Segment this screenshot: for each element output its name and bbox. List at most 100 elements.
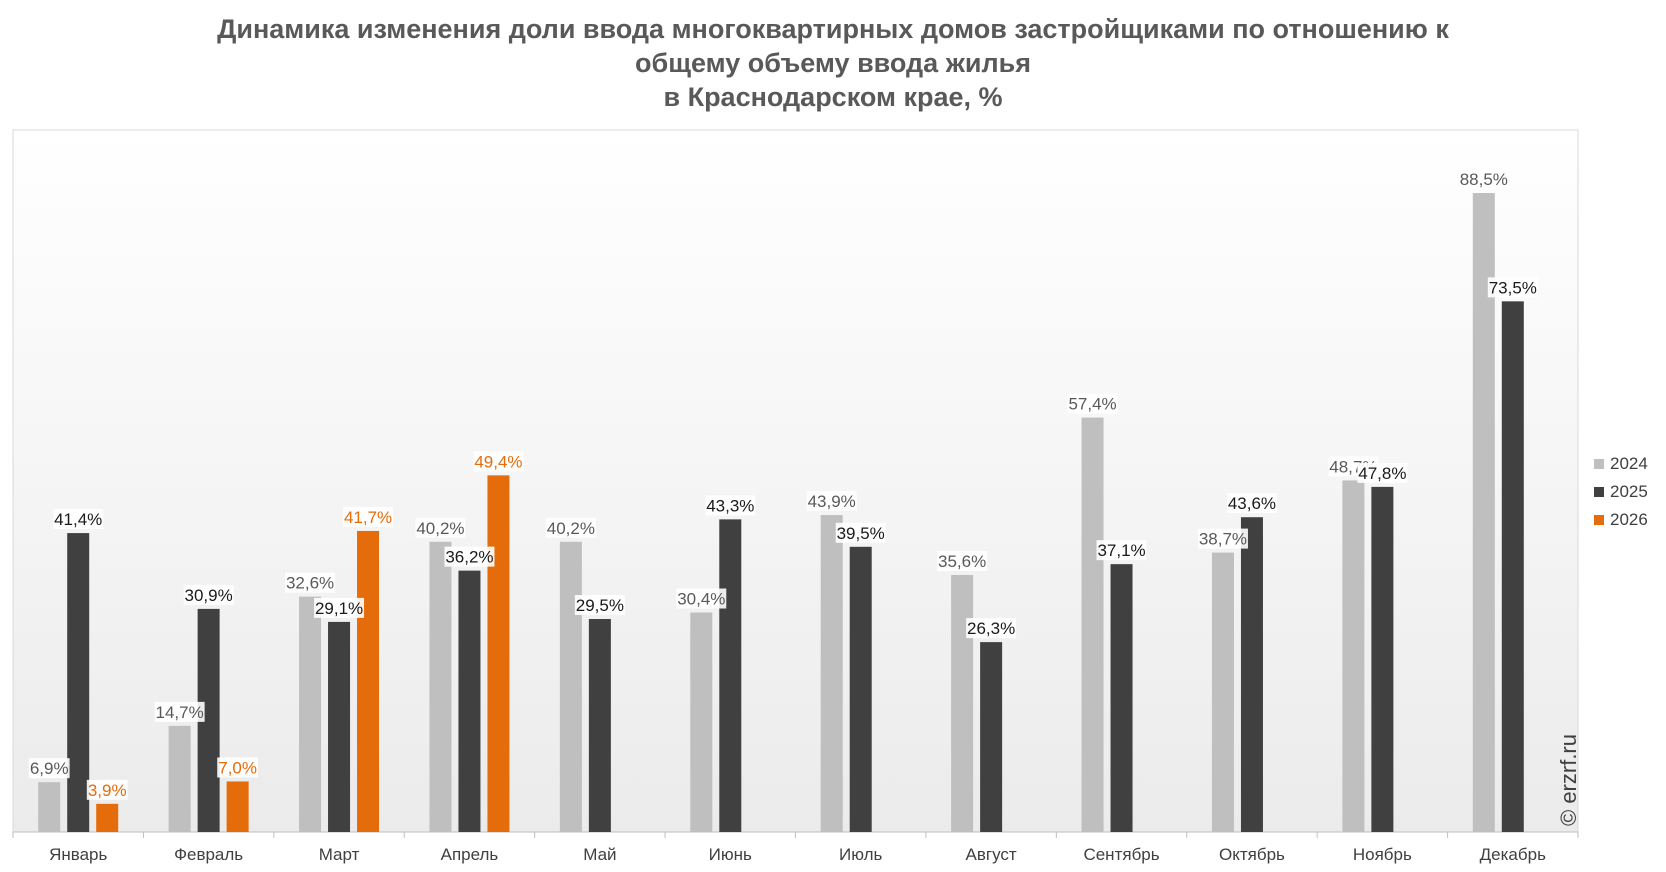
data-label-background [415, 517, 466, 538]
data-label-background [1067, 393, 1118, 414]
data-label-background [705, 495, 756, 516]
data-label: 39,5% [837, 524, 885, 543]
bars-group [38, 193, 1524, 833]
value-labels-group: 6,9% 41,4% 3,9% 14,7% 30,9% 7,0% 32,6% 29,1% 41,… [28, 169, 1538, 800]
data-label-background [473, 451, 524, 472]
data-label-background [1197, 528, 1248, 549]
data-label: 41,7% [344, 508, 392, 527]
data-label: 41,4% [54, 510, 102, 529]
bar-2025 [1501, 301, 1524, 833]
data-label: 40,2% [547, 519, 595, 538]
data-label-group: 37,1% [1096, 540, 1147, 561]
data-label-group: 41,4% [53, 509, 104, 530]
data-label: 40,2% [416, 519, 464, 538]
x-tick-label: Апрель [441, 845, 499, 864]
x-tick-label: Декабрь [1480, 845, 1546, 864]
data-label-background [444, 546, 495, 567]
data-label-group: 36,2% [444, 546, 495, 567]
legend-swatch-2025 [1594, 487, 1604, 497]
data-label: 26,3% [967, 619, 1015, 638]
bar-2026 [487, 475, 510, 832]
data-label-group: 6,9% [28, 758, 70, 779]
data-label-background [1096, 540, 1147, 561]
data-label-background [1226, 493, 1277, 514]
x-axis-ticks [12, 832, 1579, 838]
data-label-background [545, 517, 596, 538]
x-tick-label: Июнь [709, 845, 752, 864]
data-label-background [1357, 462, 1408, 483]
data-label: 43,9% [808, 492, 856, 511]
data-label-background [806, 491, 857, 512]
bar-2025 [849, 546, 872, 832]
legend-swatch-2026 [1594, 515, 1604, 525]
data-label: 43,3% [706, 496, 754, 515]
bar-2024 [951, 574, 974, 832]
data-label-group: 39,5% [835, 522, 886, 543]
data-label-group: 3,9% [86, 779, 128, 800]
data-label: 57,4% [1068, 395, 1116, 414]
bar-2024 [429, 541, 452, 832]
data-label-group: 73,5% [1487, 277, 1538, 298]
watermark: © erzrf.ru [1556, 734, 1581, 826]
data-label-group: 88,5% [1458, 169, 1509, 190]
chart-title: Динамика изменения доли ввода многокварт… [0, 12, 1666, 114]
bar-2024 [1081, 417, 1104, 832]
chart-title-line-3: в Краснодарском крае, % [663, 82, 1003, 112]
data-label-group: 7,0% [217, 757, 259, 778]
bar-2024 [38, 782, 61, 832]
data-label-background [1487, 277, 1538, 298]
legend-swatch-2024 [1594, 459, 1604, 469]
data-label-group: 49,4% [473, 451, 524, 472]
data-label-group: 30,4% [676, 588, 727, 609]
x-tick-label: Ноябрь [1353, 845, 1412, 864]
data-label: 14,7% [156, 703, 204, 722]
data-label-background [966, 618, 1017, 639]
data-label-group: 30,9% [183, 584, 234, 605]
data-label-background [53, 509, 104, 530]
data-label: 49,4% [474, 452, 522, 471]
data-label-group: 14,7% [154, 701, 205, 722]
bar-2024 [559, 541, 582, 832]
data-label-group: 41,7% [343, 506, 394, 527]
data-label-background [285, 572, 336, 593]
bar-2024 [820, 515, 843, 832]
data-label-background [314, 597, 365, 618]
data-label: 30,9% [185, 586, 233, 605]
data-label-background [835, 522, 886, 543]
data-label-background [937, 550, 988, 571]
data-label: 3,9% [88, 781, 127, 800]
data-label-background [574, 595, 625, 616]
bar-2025 [67, 533, 90, 832]
data-label: 88,5% [1460, 170, 1508, 189]
bar-2024 [1342, 480, 1365, 832]
data-label-group: 29,5% [574, 595, 625, 616]
data-label: 29,1% [315, 599, 363, 618]
legend-item-2024: 2024 [1594, 450, 1666, 478]
x-tick-label: Май [583, 845, 616, 864]
bar-2025 [328, 621, 351, 832]
x-tick-label: Июль [839, 845, 883, 864]
chart-title-line-2: общему объему ввода жилья [635, 48, 1031, 78]
data-label-group: 47,8% [1357, 462, 1408, 483]
data-label-background [28, 758, 70, 779]
data-label-background [154, 701, 205, 722]
bar-2026 [226, 781, 249, 832]
data-label: 30,4% [677, 590, 725, 609]
bar-2025 [1371, 486, 1394, 832]
data-label-background [676, 588, 727, 609]
bar-2025 [588, 619, 611, 832]
data-label-group: 35,6% [937, 550, 988, 571]
bar-2025 [1110, 564, 1133, 832]
data-label-group: 38,7% [1197, 528, 1248, 549]
bar-2024 [690, 612, 713, 832]
chart-title-line-1: Динамика изменения доли ввода многокварт… [217, 14, 1449, 44]
data-label: 38,7% [1199, 530, 1247, 549]
data-label-group: 32,6% [285, 572, 336, 593]
data-label: 43,6% [1228, 494, 1276, 513]
data-label-group: 57,4% [1067, 393, 1118, 414]
data-label-background [343, 506, 394, 527]
data-label-background [1458, 169, 1509, 190]
data-label-group: 29,1% [314, 597, 365, 618]
bar-2025 [458, 570, 481, 832]
bar-2024 [299, 596, 322, 832]
